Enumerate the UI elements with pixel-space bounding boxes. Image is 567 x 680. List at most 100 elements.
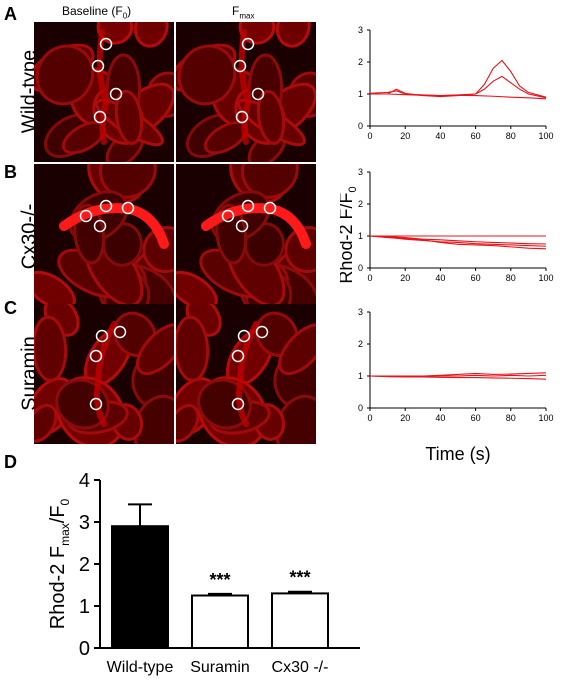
x-tick-label: 40 <box>435 131 445 141</box>
bar-y-tick-label: 1 <box>79 596 90 618</box>
x-tick-label: 20 <box>400 131 410 141</box>
x-tick-label: 60 <box>471 413 481 423</box>
roi-circle <box>241 37 255 51</box>
trace-y-axis-label: Rhod-2 F/F0 <box>340 186 359 283</box>
y-tick-label: 2 <box>358 199 363 209</box>
x-tick-label: 20 <box>400 413 410 423</box>
tissue-blob <box>238 22 276 45</box>
x-tick-label: 60 <box>471 131 481 141</box>
bar-y-axis-label: Rhod-2 Fmax/F0 <box>47 498 72 629</box>
bar-category-label: Suramin <box>190 659 250 676</box>
roi-circle <box>235 110 249 124</box>
roi-circle <box>221 209 235 223</box>
tissue-blob <box>275 22 311 48</box>
bar-y-tick-label: 0 <box>79 638 90 660</box>
roi-circle <box>251 87 265 101</box>
roi-circle <box>89 349 103 363</box>
tissue-blob <box>278 323 316 375</box>
panel-letter-d: D <box>4 452 17 472</box>
trace-series-line <box>369 374 547 378</box>
x-tick-label: 100 <box>538 131 553 141</box>
column-title-fmax-sub: max <box>239 11 255 21</box>
column-title-baseline-sub: 0 <box>122 11 128 21</box>
micrograph-image <box>176 304 316 444</box>
x-tick-label: 80 <box>506 273 516 283</box>
roi-circle <box>99 199 113 213</box>
column-title-baseline: Baseline (F0) <box>62 4 131 20</box>
micrograph-cx30-fmax <box>176 164 316 304</box>
tissue-blob <box>176 315 210 382</box>
tissue-blob <box>176 403 200 443</box>
roi-circle <box>93 219 107 233</box>
x-tick-label: 0 <box>367 413 372 423</box>
tissue-blob <box>34 403 58 443</box>
micrograph-suramin-fmax <box>176 304 316 444</box>
micrograph-wild-type-baseline <box>34 22 174 162</box>
roi-circle <box>95 329 109 343</box>
significance-stars: *** <box>209 570 230 590</box>
roi-circle <box>113 325 127 339</box>
y-tick-label: 3 <box>358 167 363 177</box>
bar-y-tick-label: 3 <box>79 512 90 534</box>
tissue-blob <box>34 315 68 382</box>
y-tick-label: 0 <box>358 403 363 413</box>
x-tick-label: 80 <box>506 131 516 141</box>
y-tick-label: 1 <box>358 89 363 99</box>
y-tick-label: 1 <box>358 231 363 241</box>
x-tick-label: 100 <box>538 273 553 283</box>
trace-series-line <box>369 375 547 380</box>
y-tick-label: 3 <box>358 25 363 35</box>
trace-series-line <box>370 93 547 100</box>
trace-plots: 0 1 2 3 0 20 40 60 80 100 0 1 2 3 0 20 40 60 80 100 0 1 2 3 0 20 4… <box>340 25 554 464</box>
roi-circle <box>231 349 245 363</box>
trace-series-line <box>369 75 547 99</box>
x-tick-label: 0 <box>367 131 372 141</box>
roi-circle <box>109 87 123 101</box>
roi-circle <box>121 201 135 215</box>
x-tick-label: 20 <box>400 273 410 283</box>
tissue-blob <box>35 44 95 106</box>
micrograph-image <box>34 22 174 162</box>
bar-1 <box>191 594 249 649</box>
micrograph-image <box>176 164 316 304</box>
tissue-blob <box>177 44 237 106</box>
x-tick-label: 40 <box>435 413 445 423</box>
bright-vessel <box>93 321 117 427</box>
y-tick-label: 3 <box>358 307 363 317</box>
roi-circle <box>89 397 103 411</box>
micrograph-suramin-baseline <box>34 304 174 444</box>
roi-circle <box>241 199 255 213</box>
x-tick-label: 60 <box>471 273 481 283</box>
x-tick-label: 100 <box>538 413 553 423</box>
y-tick-label: 2 <box>358 57 363 67</box>
bar-y-tick-label: 2 <box>79 554 90 576</box>
tissue-blob <box>34 270 76 304</box>
tissue-blob <box>284 226 316 274</box>
micrograph-wild-type-fmax <box>176 22 316 162</box>
tissue-blob <box>176 270 218 304</box>
y-tick-label: 0 <box>358 263 363 273</box>
trace-plot-c: 0 1 2 3 0 20 40 60 80 100 <box>358 307 554 423</box>
roi-circle <box>263 201 277 215</box>
roi-circle <box>237 329 251 343</box>
micrograph-image <box>176 22 316 162</box>
bar-2 <box>271 592 329 649</box>
y-tick-label: 0 <box>358 121 363 131</box>
trace-plot-b: 0 1 2 3 0 20 40 60 80 100 <box>358 167 554 283</box>
column-title-baseline-close: ) <box>127 4 132 18</box>
bar-chart-fmax: 0 1 2 3 4 Wild-type *** Suramin *** Cx30 -/- Rhod-… <box>47 470 360 676</box>
trace-x-axis-label: Time (s) <box>425 444 490 464</box>
bright-vessel <box>238 29 252 145</box>
trace-plot-a: 0 1 2 3 0 20 40 60 80 100 <box>358 25 554 141</box>
trace-series-line <box>369 235 547 245</box>
tissue-blob <box>133 22 169 48</box>
bar-category-label: Cx30 -/- <box>272 659 329 676</box>
significance-stars: *** <box>289 568 310 588</box>
bright-vessel <box>96 29 110 145</box>
panel-letter-b: B <box>4 162 17 182</box>
bar-0 <box>111 525 169 649</box>
roi-circle <box>91 59 105 73</box>
roi-circle <box>255 325 269 339</box>
bright-vessel <box>235 321 259 427</box>
x-tick-label: 40 <box>435 273 445 283</box>
